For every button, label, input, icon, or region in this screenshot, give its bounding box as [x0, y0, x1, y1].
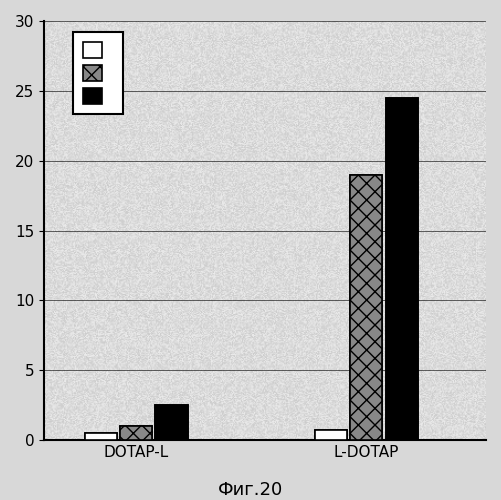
Bar: [85, 433, 117, 440]
Bar: [350, 174, 382, 440]
Bar: [315, 430, 347, 440]
Bar: [85, 433, 117, 440]
Bar: [120, 426, 152, 440]
Bar: [155, 405, 188, 440]
Legend: , , : , ,: [73, 32, 123, 114]
Bar: [315, 430, 347, 440]
Bar: [350, 174, 382, 440]
Text: Фиг.20: Фиг.20: [218, 481, 283, 499]
Bar: [386, 98, 418, 440]
Bar: [386, 98, 418, 440]
Bar: [120, 426, 152, 440]
Bar: [155, 405, 188, 440]
